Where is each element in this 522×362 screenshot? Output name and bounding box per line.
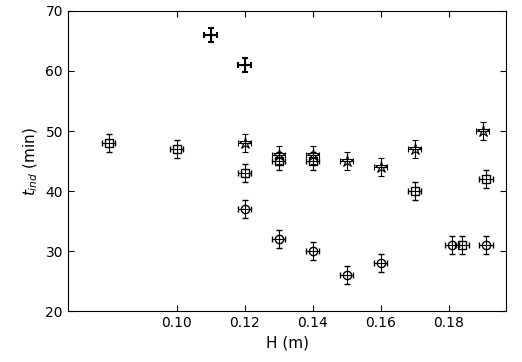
X-axis label: H (m): H (m) <box>266 336 309 351</box>
Y-axis label: $t_{ind}$ (min): $t_{ind}$ (min) <box>21 127 40 195</box>
